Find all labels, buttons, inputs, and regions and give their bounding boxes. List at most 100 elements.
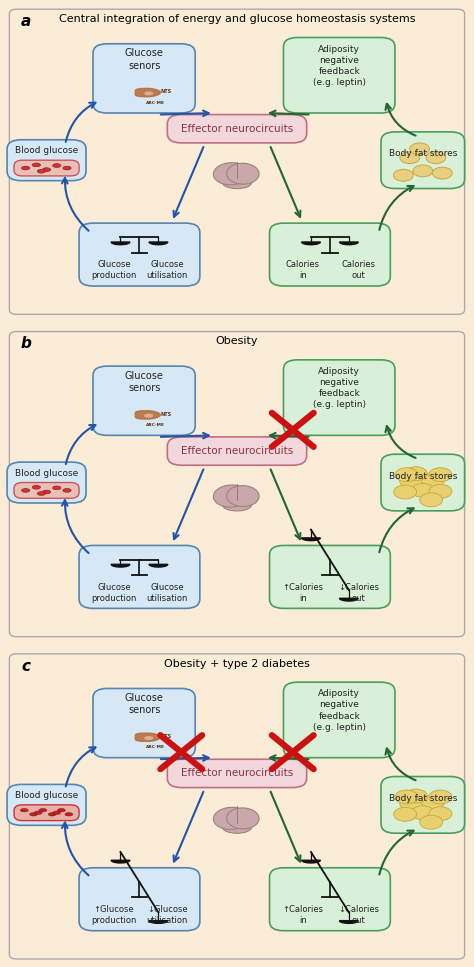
Ellipse shape xyxy=(395,790,418,804)
Ellipse shape xyxy=(144,414,154,418)
Ellipse shape xyxy=(29,812,37,816)
FancyBboxPatch shape xyxy=(79,545,200,608)
Text: Blood glucose: Blood glucose xyxy=(15,469,78,478)
Text: Calories
out: Calories out xyxy=(342,260,376,280)
Ellipse shape xyxy=(32,485,40,489)
FancyBboxPatch shape xyxy=(93,366,195,435)
Ellipse shape xyxy=(65,812,73,816)
Ellipse shape xyxy=(39,808,47,812)
FancyBboxPatch shape xyxy=(93,44,195,113)
FancyBboxPatch shape xyxy=(283,38,395,113)
FancyBboxPatch shape xyxy=(270,545,390,608)
Ellipse shape xyxy=(395,468,418,482)
Ellipse shape xyxy=(432,167,452,179)
Ellipse shape xyxy=(222,177,252,189)
FancyBboxPatch shape xyxy=(79,867,200,930)
Text: ↓Calories
out: ↓Calories out xyxy=(338,582,379,602)
Ellipse shape xyxy=(419,493,443,507)
Ellipse shape xyxy=(421,796,445,809)
Ellipse shape xyxy=(429,806,452,821)
Text: Calories
in: Calories in xyxy=(286,260,320,280)
Text: Glucose
senors: Glucose senors xyxy=(125,48,164,71)
Text: Glucose
senors: Glucose senors xyxy=(125,370,164,393)
Ellipse shape xyxy=(57,808,65,812)
Text: Body fat stores: Body fat stores xyxy=(389,794,457,803)
Text: Obesity: Obesity xyxy=(216,337,258,346)
Text: Glucose
production: Glucose production xyxy=(91,260,137,280)
Circle shape xyxy=(329,559,331,561)
Ellipse shape xyxy=(42,167,51,171)
Text: Obesity + type 2 diabetes: Obesity + type 2 diabetes xyxy=(164,659,310,668)
Text: Adiposity
negative
feedback
(e.g. leptin): Adiposity negative feedback (e.g. leptin… xyxy=(313,689,366,732)
Ellipse shape xyxy=(21,166,30,170)
Circle shape xyxy=(329,881,331,883)
Text: b: b xyxy=(21,337,32,351)
FancyBboxPatch shape xyxy=(93,689,195,758)
Ellipse shape xyxy=(222,821,252,834)
Polygon shape xyxy=(135,411,160,419)
Ellipse shape xyxy=(144,736,154,740)
Ellipse shape xyxy=(32,163,40,166)
Text: ARC·ME: ARC·ME xyxy=(146,101,165,104)
FancyBboxPatch shape xyxy=(14,805,79,821)
Text: ARC·ME: ARC·ME xyxy=(146,424,165,427)
Circle shape xyxy=(138,881,141,883)
FancyBboxPatch shape xyxy=(167,759,307,787)
Polygon shape xyxy=(339,242,358,245)
FancyBboxPatch shape xyxy=(381,777,465,834)
Ellipse shape xyxy=(144,92,154,96)
Ellipse shape xyxy=(419,815,443,829)
FancyBboxPatch shape xyxy=(381,132,465,189)
Text: ↓Glucose
utilisation: ↓Glucose utilisation xyxy=(146,905,188,925)
Ellipse shape xyxy=(429,790,452,804)
Text: ↑Glucose
production: ↑Glucose production xyxy=(91,905,137,925)
Polygon shape xyxy=(149,242,168,245)
Text: ↑Calories
in: ↑Calories in xyxy=(283,905,323,925)
FancyBboxPatch shape xyxy=(283,360,395,435)
Polygon shape xyxy=(111,565,130,567)
Ellipse shape xyxy=(421,473,445,487)
FancyBboxPatch shape xyxy=(7,140,86,181)
Text: NTS: NTS xyxy=(161,89,172,94)
Text: Effector neurocircuits: Effector neurocircuits xyxy=(181,446,293,456)
Circle shape xyxy=(138,237,141,238)
Circle shape xyxy=(138,559,141,561)
Ellipse shape xyxy=(227,163,259,184)
Ellipse shape xyxy=(42,490,51,494)
Ellipse shape xyxy=(404,467,428,481)
Ellipse shape xyxy=(410,143,429,155)
Ellipse shape xyxy=(63,488,71,492)
Ellipse shape xyxy=(213,485,249,507)
Ellipse shape xyxy=(429,484,452,498)
Text: Body fat stores: Body fat stores xyxy=(389,150,457,159)
FancyBboxPatch shape xyxy=(14,483,79,498)
FancyBboxPatch shape xyxy=(270,223,390,286)
Polygon shape xyxy=(301,242,320,245)
Text: Adiposity
negative
feedback
(e.g. leptin): Adiposity negative feedback (e.g. leptin… xyxy=(313,367,366,409)
FancyBboxPatch shape xyxy=(7,462,86,503)
Circle shape xyxy=(329,237,331,238)
Ellipse shape xyxy=(411,806,434,820)
FancyBboxPatch shape xyxy=(270,867,390,930)
Ellipse shape xyxy=(48,812,56,816)
Text: Body fat stores: Body fat stores xyxy=(389,472,457,481)
Ellipse shape xyxy=(411,484,434,497)
Polygon shape xyxy=(111,861,130,863)
Ellipse shape xyxy=(63,166,71,170)
Ellipse shape xyxy=(413,165,433,177)
FancyBboxPatch shape xyxy=(7,784,86,825)
Ellipse shape xyxy=(37,491,46,495)
Text: Effector neurocircuits: Effector neurocircuits xyxy=(181,769,293,778)
Text: Glucose
senors: Glucose senors xyxy=(125,693,164,716)
Ellipse shape xyxy=(393,169,413,181)
Ellipse shape xyxy=(20,808,28,812)
Text: Blood glucose: Blood glucose xyxy=(15,791,78,800)
FancyBboxPatch shape xyxy=(14,161,79,176)
Ellipse shape xyxy=(213,162,249,185)
Ellipse shape xyxy=(37,169,46,173)
Polygon shape xyxy=(149,565,168,567)
FancyBboxPatch shape xyxy=(283,682,395,758)
Polygon shape xyxy=(339,921,358,923)
Text: Glucose
production: Glucose production xyxy=(91,582,137,602)
Polygon shape xyxy=(301,861,320,863)
